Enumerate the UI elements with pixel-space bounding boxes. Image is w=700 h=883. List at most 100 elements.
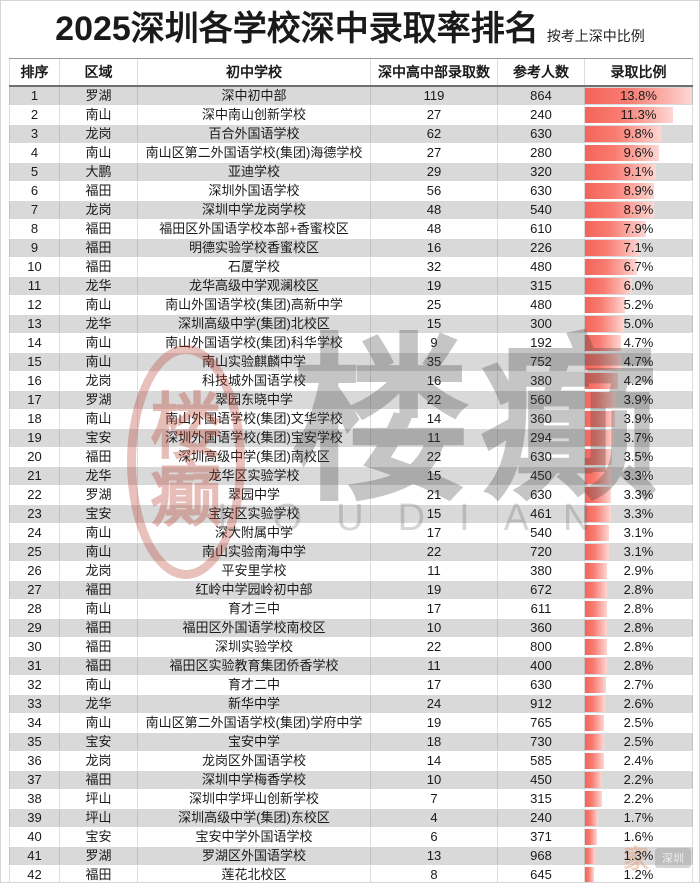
school-cell: 福田区外国语学校本部+香蜜校区: [138, 220, 371, 238]
table-row: 15 南山 南山实验麒麟中学 35 752 4.7%: [9, 353, 693, 372]
ratio-cell: 2.5%: [585, 733, 693, 751]
ratio-value: 9.8%: [623, 126, 654, 141]
column-header-admitted: 深中高中部录取数: [371, 59, 498, 85]
ratio-bar: [585, 316, 624, 332]
examinees-cell: 540: [498, 524, 585, 542]
page-title: 2025深圳各学校深中录取率排名: [55, 10, 539, 48]
examinees-cell: 320: [498, 163, 585, 181]
ratio-bar: [585, 468, 611, 484]
ratio-value: 2.8%: [623, 639, 654, 654]
school-cell: 深中南山创新学校: [138, 106, 371, 124]
school-cell: 明德实验学校香蜜校区: [138, 239, 371, 257]
district-cell: 福田: [60, 771, 138, 789]
table-row: 30 福田 深圳实验学校 22 800 2.8%: [9, 638, 693, 657]
school-cell: 翠园东晓中学: [138, 391, 371, 409]
examinees-cell: 630: [498, 182, 585, 200]
school-cell: 新华中学: [138, 695, 371, 713]
ratio-value: 1.7%: [623, 810, 654, 825]
examinees-cell: 585: [498, 752, 585, 770]
rank-cell: 17: [9, 391, 60, 409]
examinees-cell: 240: [498, 809, 585, 827]
ratio-cell: 3.3%: [585, 467, 693, 485]
ratio-cell: 6.0%: [585, 277, 693, 295]
ratio-bar: [585, 525, 610, 541]
ratio-bar: [585, 601, 607, 617]
district-cell: 罗湖: [60, 391, 138, 409]
ratio-cell: 11.3%: [585, 106, 693, 124]
rank-cell: 26: [9, 562, 60, 580]
ratio-value: 4.7%: [623, 335, 654, 350]
rank-cell: 2: [9, 106, 60, 124]
ratio-value: 9.1%: [623, 164, 654, 179]
ratio-bar: [585, 563, 608, 579]
rank-cell: 24: [9, 524, 60, 542]
district-cell: 南山: [60, 676, 138, 694]
examinees-cell: 765: [498, 714, 585, 732]
admitted-cell: 19: [371, 714, 498, 732]
examinees-cell: 192: [498, 334, 585, 352]
ratio-cell: 2.8%: [585, 581, 693, 599]
examinees-cell: 450: [498, 467, 585, 485]
ratio-bar: [585, 145, 660, 161]
admitted-cell: 15: [371, 467, 498, 485]
ratio-bar: [585, 544, 610, 560]
district-cell: 南山: [60, 410, 138, 428]
district-cell: 福田: [60, 182, 138, 200]
table-row: 3 龙岗 百合外国语学校 62 630 9.8%: [9, 125, 693, 144]
ratio-cell: 2.2%: [585, 790, 693, 808]
school-cell: 深圳外国语学校: [138, 182, 371, 200]
table-row: 37 福田 深圳中学梅香学校 10 450 2.2%: [9, 771, 693, 790]
table-row: 28 南山 育才三中 17 611 2.8%: [9, 600, 693, 619]
district-cell: 福田: [60, 619, 138, 637]
rank-cell: 37: [9, 771, 60, 789]
ratio-value: 3.9%: [623, 411, 654, 426]
examinees-cell: 480: [498, 296, 585, 314]
school-cell: 深圳外国语学校(集团)宝安学校: [138, 429, 371, 447]
column-header-district: 区域: [60, 59, 138, 85]
examinees-cell: 968: [498, 847, 585, 865]
examinees-cell: 540: [498, 201, 585, 219]
ratio-value: 4.2%: [623, 373, 654, 388]
ratio-bar: [585, 658, 607, 674]
admitted-cell: 10: [371, 619, 498, 637]
table-row: 4 南山 南山区第二外国语学校(集团)海德学校 27 280 9.6%: [9, 144, 693, 163]
district-cell: 南山: [60, 334, 138, 352]
school-cell: 深圳中学梅香学校: [138, 771, 371, 789]
rank-cell: 1: [9, 87, 60, 105]
rank-cell: 16: [9, 372, 60, 390]
ratio-cell: 7.1%: [585, 239, 693, 257]
ratio-value: 3.3%: [623, 506, 654, 521]
ratio-bar: [585, 202, 654, 218]
school-cell: 南山外国语学校(集团)文华学校: [138, 410, 371, 428]
ratio-bar: [585, 639, 607, 655]
table-row: 34 南山 南山区第二外国语学校(集团)学府中学 19 765 2.5%: [9, 714, 693, 733]
school-cell: 红岭中学园岭初中部: [138, 581, 371, 599]
district-cell: 罗湖: [60, 486, 138, 504]
district-cell: 龙华: [60, 277, 138, 295]
table-header-row: 排序 区域 初中学校 深中高中部录取数 参考人数 录取比例: [9, 58, 693, 87]
table-row: 23 宝安 宝安区实验学校 15 461 3.3%: [9, 505, 693, 524]
school-cell: 深圳高级中学(集团)北校区: [138, 315, 371, 333]
school-cell: 百合外国语学校: [138, 125, 371, 143]
admitted-cell: 11: [371, 562, 498, 580]
table-row: 32 南山 育才二中 17 630 2.7%: [9, 676, 693, 695]
ratio-value: 13.8%: [620, 88, 657, 103]
ratio-value: 5.0%: [623, 316, 654, 331]
table-row: 5 大鹏 亚迪学校 29 320 9.1%: [9, 163, 693, 182]
table-row: 22 罗湖 翠园中学 21 630 3.3%: [9, 486, 693, 505]
ratio-bar: [585, 259, 637, 275]
table-row: 36 龙岗 龙岗区外国语学校 14 585 2.4%: [9, 752, 693, 771]
rank-cell: 33: [9, 695, 60, 713]
district-cell: 龙华: [60, 315, 138, 333]
ratio-value: 9.6%: [623, 145, 654, 160]
admitted-cell: 22: [371, 543, 498, 561]
district-cell: 龙岗: [60, 752, 138, 770]
ratio-bar: [585, 278, 632, 294]
school-cell: 福田区实验教育集团侨香学校: [138, 657, 371, 675]
admitted-cell: 18: [371, 733, 498, 751]
ratio-cell: 4.2%: [585, 372, 693, 390]
district-cell: 宝安: [60, 733, 138, 751]
ratio-value: 2.6%: [623, 696, 654, 711]
examinees-cell: 360: [498, 410, 585, 428]
table-row: 13 龙华 深圳高级中学(集团)北校区 15 300 5.0%: [9, 315, 693, 334]
